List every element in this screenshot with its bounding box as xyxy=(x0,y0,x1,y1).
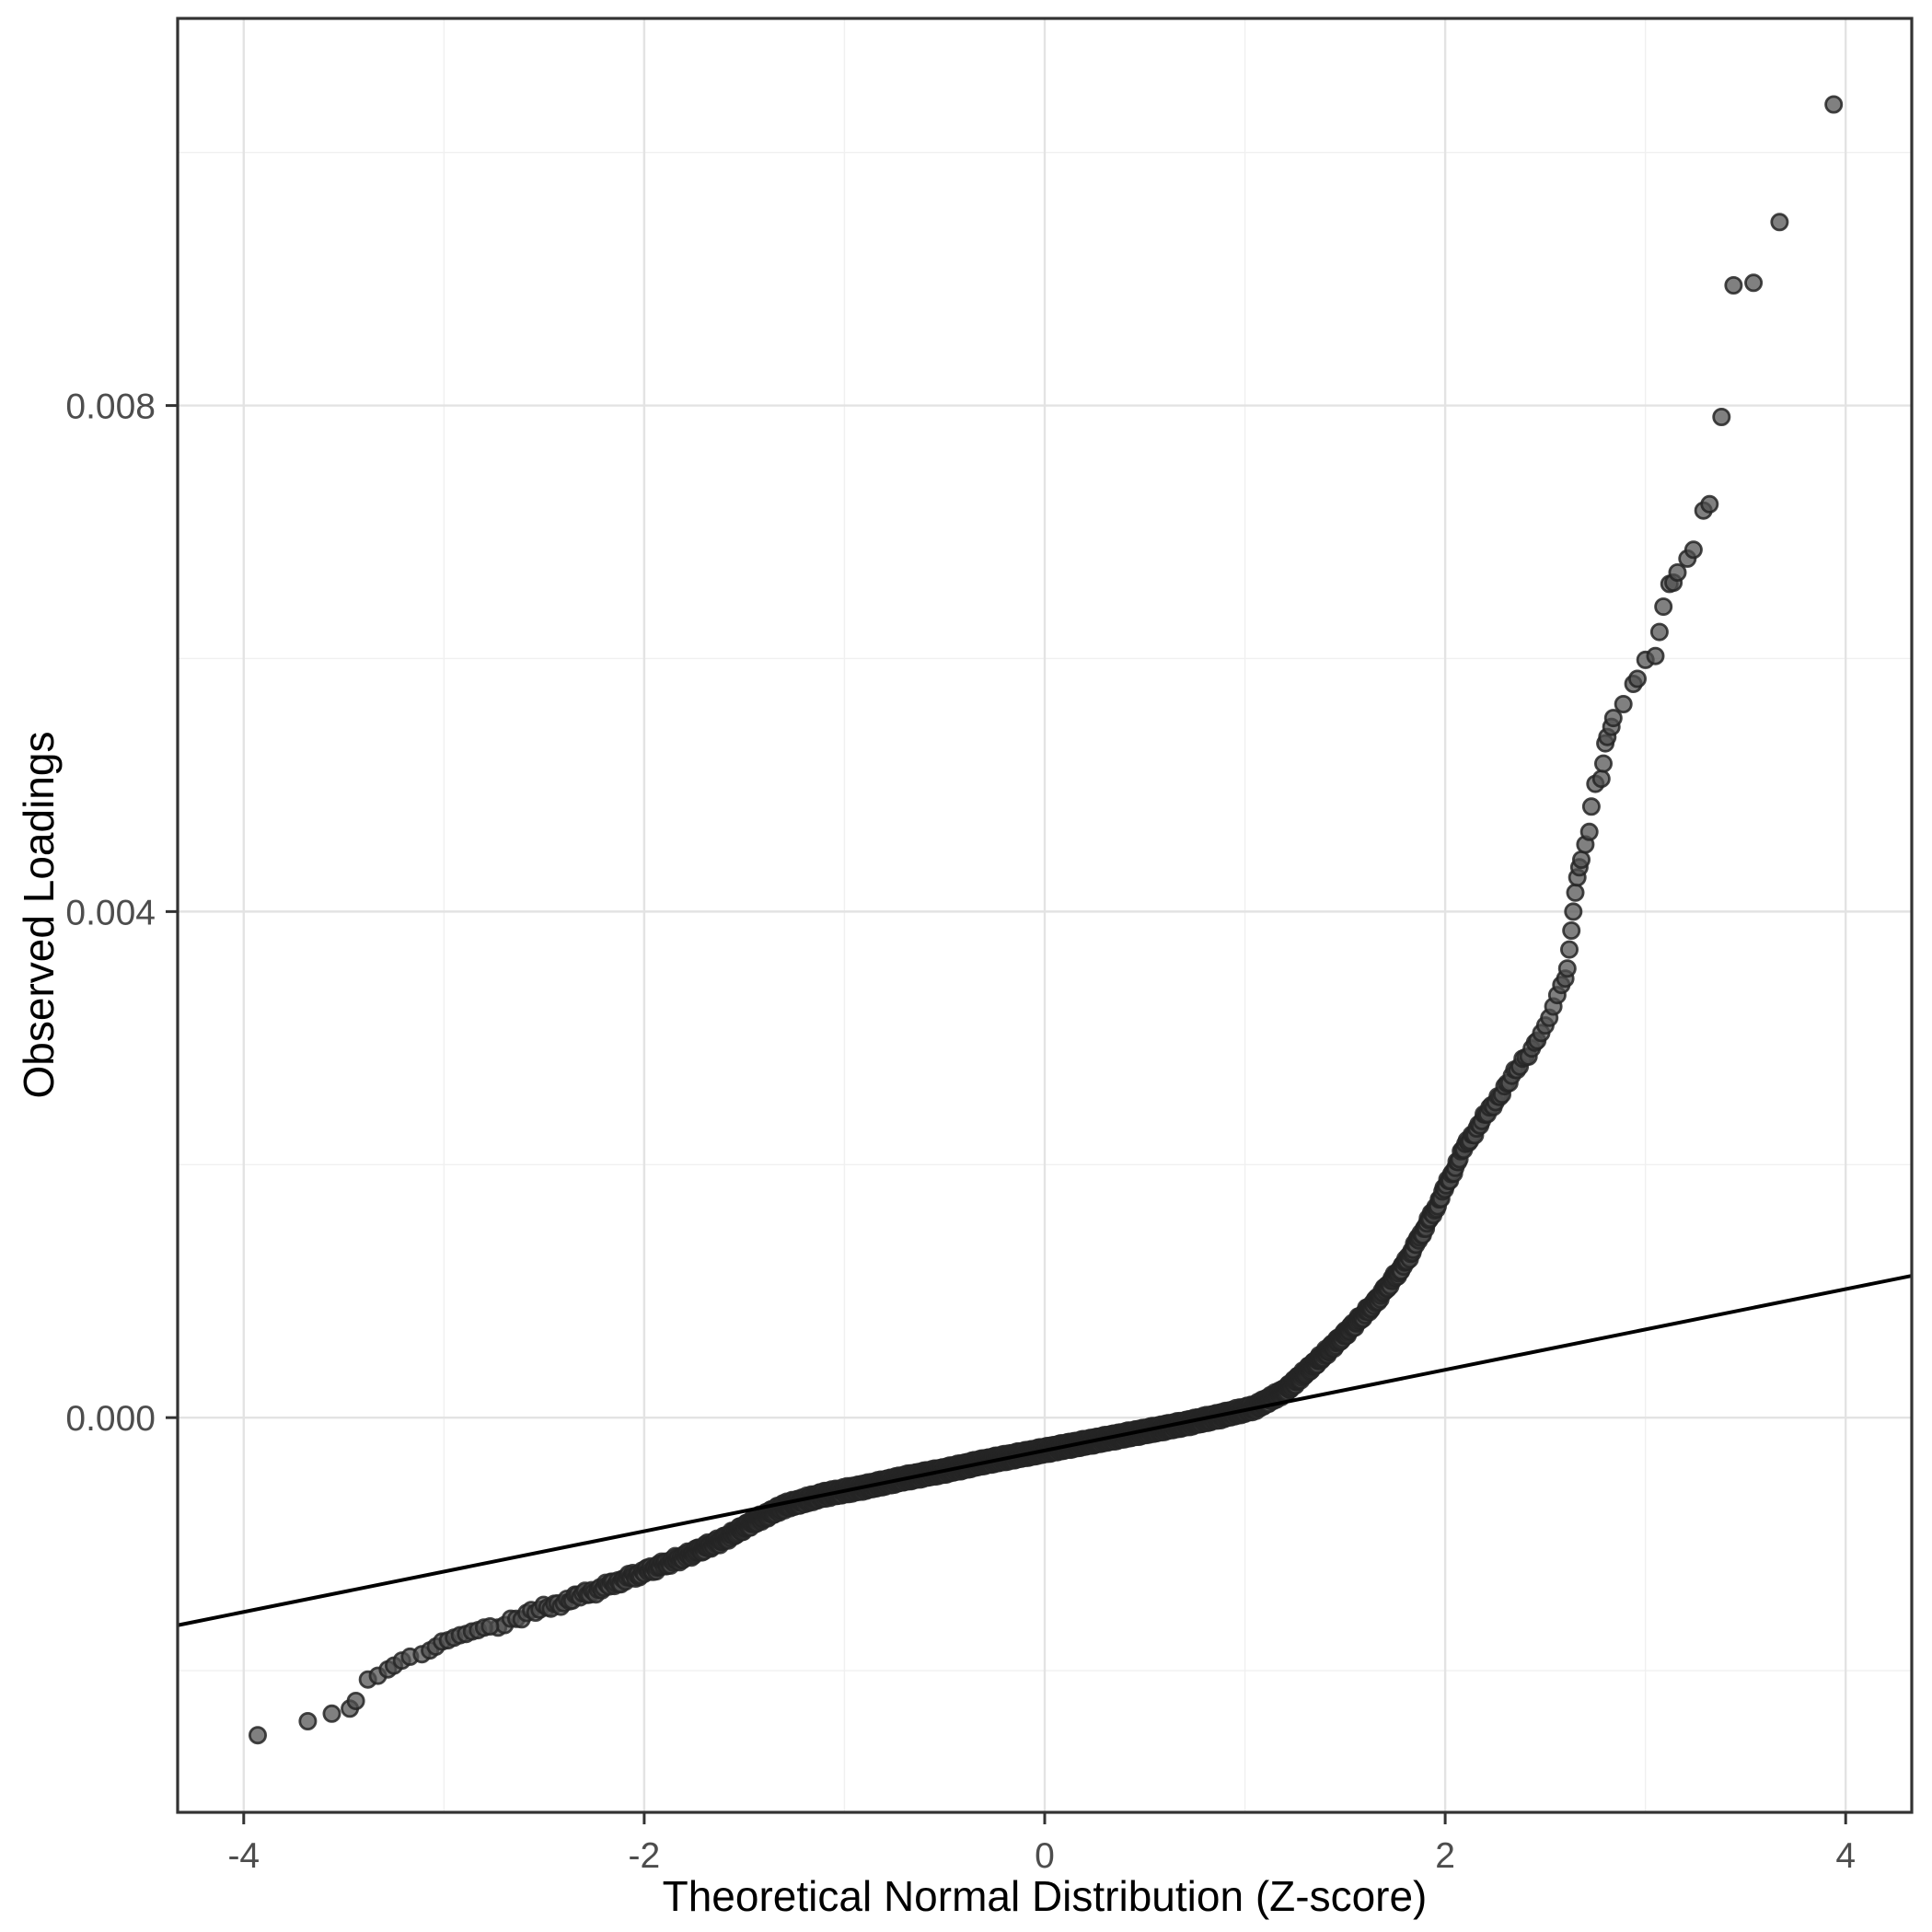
data-point xyxy=(1824,95,1844,114)
data-point xyxy=(1572,850,1591,870)
y-tick-label: 0.004 xyxy=(65,893,156,932)
data-point xyxy=(1581,797,1601,816)
data-point xyxy=(248,1726,267,1745)
data-point xyxy=(1712,407,1731,426)
data-point xyxy=(1770,213,1789,232)
data-point xyxy=(346,1692,365,1711)
data-point xyxy=(1579,822,1599,841)
x-axis-title: Theoretical Normal Distribution (Z-score… xyxy=(663,1872,1428,1920)
data-point xyxy=(1683,540,1703,560)
data-point xyxy=(1564,902,1583,921)
data-point xyxy=(1594,754,1614,773)
data-point xyxy=(1562,921,1581,941)
data-point xyxy=(1744,273,1764,293)
data-point xyxy=(1614,695,1633,714)
y-tick-label: 0.008 xyxy=(65,388,156,427)
x-tick-label: 2 xyxy=(1435,1836,1455,1876)
data-point xyxy=(480,1617,500,1637)
x-tick-label: -2 xyxy=(629,1836,661,1876)
data-point xyxy=(1603,709,1623,728)
data-point xyxy=(1566,883,1585,902)
x-tick-label: 0 xyxy=(1035,1836,1055,1876)
data-point xyxy=(298,1712,318,1731)
data-point xyxy=(1700,494,1719,514)
x-axis-tick-marks xyxy=(242,1812,1847,1824)
data-point xyxy=(322,1704,341,1723)
grid-major-lines xyxy=(178,18,1912,1812)
y-tick-label: 0.000 xyxy=(65,1399,156,1439)
data-point xyxy=(1668,563,1687,583)
data-point xyxy=(1649,622,1669,642)
x-tick-label: 4 xyxy=(1835,1836,1856,1876)
data-point xyxy=(1724,275,1743,295)
data-point xyxy=(1560,940,1579,959)
y-axis-title: Observed Loadings xyxy=(15,732,63,1099)
data-point xyxy=(1646,646,1665,665)
data-point xyxy=(1591,769,1611,789)
x-axis-tick-labels: -4 -2 0 2 4 xyxy=(227,1836,1856,1876)
x-tick-label: -4 xyxy=(227,1836,260,1876)
y-axis-tick-marks xyxy=(166,404,178,1419)
reference-line xyxy=(177,1274,1913,1627)
data-point xyxy=(1654,597,1673,617)
y-axis-tick-labels: 0.000 0.004 0.008 xyxy=(65,388,156,1440)
data-point xyxy=(1557,959,1577,978)
data-point xyxy=(1628,669,1648,688)
